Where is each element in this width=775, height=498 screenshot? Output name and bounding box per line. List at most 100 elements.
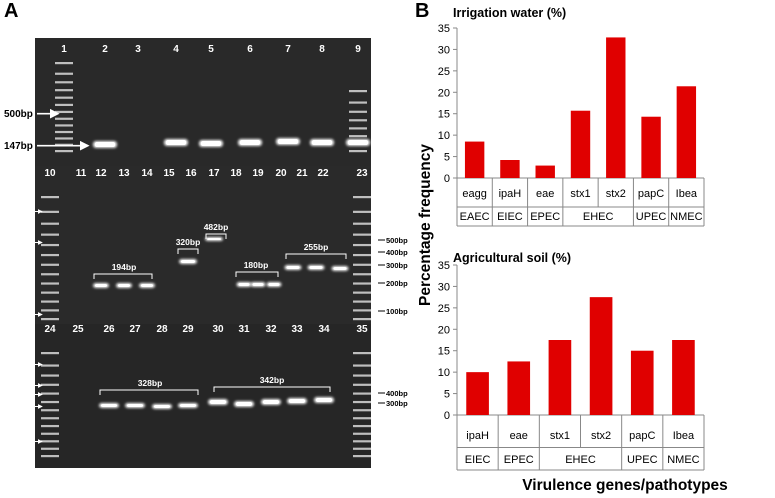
ladder-band [55,110,73,114]
size-marker-left: 500bp [7,381,29,390]
dna-band-core [263,400,279,404]
dna-band-core [240,140,260,145]
ladder-band [41,233,59,236]
lane-number: 12 [95,168,107,179]
ladder-band [55,72,73,75]
band-size-label: 194bp [112,262,137,272]
ladder-band [349,150,367,153]
ladder-band [55,124,73,127]
ladder-band [55,96,73,99]
ladder-band [349,127,367,130]
pathotype-label: EAEC [460,211,490,223]
category-label: eagg [462,188,486,200]
bar-stx2 [589,297,613,415]
lane-number: 2 [102,44,108,55]
y-tick-label: 15 [438,109,450,121]
ladder-band [41,222,59,225]
dna-band-core [201,141,221,146]
ladder-band [353,392,371,395]
dna-band-core [238,283,250,286]
ladder-band [41,364,59,367]
lane-number: 34 [318,324,330,335]
ladder-band [41,400,59,404]
lane-number: 33 [291,324,303,335]
dna-band-core [118,284,130,287]
lane-number: 10 [44,168,56,179]
dna-band-core [312,140,332,145]
category-label: stx2 [606,188,626,200]
ladder-band [353,400,371,404]
ladder-band [353,291,371,294]
ladder-band [55,62,73,65]
lane-number: 4 [173,44,179,55]
category-label: ipaH [499,188,522,200]
band-label-bracket [205,233,227,239]
ladder-band [349,101,367,104]
lane-number: 15 [163,168,175,179]
pathotype-label: EPEC [504,454,534,466]
size-marker-right: 300bp [386,399,408,408]
y-tick-label: 35 [438,23,450,35]
lane-number: 23 [356,168,368,179]
category-label: Ibea [676,188,698,200]
band-label-bracket [235,271,279,277]
dna-band-core [252,283,264,286]
pathotype-label: UPEC [627,454,658,466]
bar-ipah [500,160,520,178]
band-size-label: 342bp [260,375,285,385]
ladder-band [55,150,73,153]
size-marker-right: 500bp [386,236,408,245]
ladder-band [55,130,73,134]
lane-number: 28 [156,324,168,335]
category-label: eae [510,430,528,442]
pathotype-label: NMEC [667,454,699,466]
ladder-band [41,432,59,435]
category-label: stx2 [591,430,611,442]
ladder-band [353,196,371,199]
dna-band-core [141,284,153,287]
chart-title: Agricultural soil (%) [453,251,571,265]
category-label: stx1 [570,188,590,200]
bar-eae [535,165,555,178]
ladder-band [41,196,59,199]
size-marker-left: 100bp [10,310,32,319]
dna-band-core [166,140,186,145]
lane-number: 18 [230,168,242,179]
dna-band-core [101,404,117,407]
pathotype-label: EPEC [530,211,560,223]
dna-band-core [236,402,252,406]
band-label-bracket [285,253,347,259]
dna-band-core [127,404,143,407]
gel-row-3-background [35,324,371,468]
ladder-band [41,383,59,386]
ladder-band [41,409,59,412]
dna-band-core [154,405,170,408]
ladder-band [41,352,59,355]
lane-number: 29 [182,324,194,335]
ladder-band [349,119,367,122]
bar-stx1 [548,340,572,415]
lane-number: 17 [208,168,220,179]
dna-band-core [210,400,226,404]
band-size-label: 180bp [244,260,269,270]
lane-number: 30 [212,324,224,335]
ladder-band [353,432,371,435]
ladder-band [55,103,73,107]
ladder-band [353,364,371,367]
lane-number: 11 [76,168,87,179]
ladder-band [55,81,73,84]
ladder-band [41,417,59,420]
dna-band-core [309,266,323,269]
ladder-band [349,90,367,93]
ladder-band [41,263,59,266]
pathotype-label: UPEC [636,211,667,223]
y-tick-label: 15 [438,346,450,358]
band-label-bracket [93,273,153,279]
ladder-band [353,222,371,225]
y-tick-label: 25 [438,303,450,315]
bar-ibea [676,86,697,178]
ladder-band [41,392,59,395]
lane-number: 16 [185,168,197,179]
dna-band-core [181,260,195,263]
lane-number: 6 [247,44,253,55]
